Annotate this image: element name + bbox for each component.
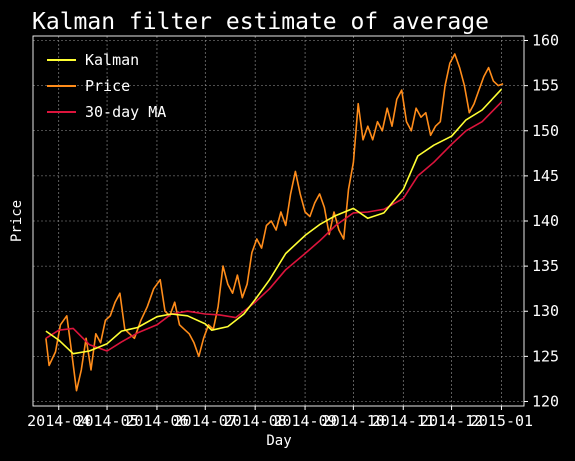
series-line-30-day-ma — [45, 101, 503, 352]
legend-label-kalman: Kalman — [85, 51, 139, 69]
y-tick-label: 150 — [532, 122, 559, 140]
series-lines — [45, 53, 504, 392]
y-tick-label: 135 — [532, 257, 559, 275]
legend-label-price: Price — [85, 77, 130, 95]
y-axis-label: Price — [9, 200, 25, 242]
legend: Kalman Price 30-day MA — [47, 51, 166, 121]
x-tick-label: 2014-12 — [420, 412, 483, 430]
x-tick-label: 2014-11 — [372, 412, 435, 430]
x-tick-label: 2014-09 — [273, 412, 336, 430]
x-axis-label: Day — [266, 433, 291, 449]
x-axis: 2014-042014-052014-062014-072014-082014-… — [27, 406, 533, 430]
legend-label-30-day-ma: 30-day MA — [85, 103, 166, 121]
x-tick-label: 2014-07 — [174, 412, 237, 430]
series-line-kalman — [45, 88, 503, 355]
y-tick-label: 130 — [532, 302, 559, 320]
x-tick-label: 2014-10 — [322, 412, 385, 430]
x-tick-label: 2014-08 — [224, 412, 287, 430]
x-tick-label: 2015-01 — [470, 412, 533, 430]
y-tick-label: 145 — [532, 167, 559, 185]
series-line-price — [45, 53, 504, 392]
chart-title: Kalman filter estimate of average — [32, 9, 489, 35]
y-axis: 120 125 130 135 140 145 150 155 160 — [524, 32, 559, 410]
y-tick-label: 160 — [532, 32, 559, 50]
x-tick-label: 2014-04 — [27, 412, 90, 430]
x-tick-label: 2014-06 — [125, 412, 188, 430]
y-tick-label: 155 — [532, 77, 559, 95]
y-tick-label: 120 — [532, 392, 559, 410]
y-tick-label: 140 — [532, 212, 559, 230]
y-tick-label: 125 — [532, 347, 559, 365]
x-tick-label: 2014-05 — [75, 412, 138, 430]
